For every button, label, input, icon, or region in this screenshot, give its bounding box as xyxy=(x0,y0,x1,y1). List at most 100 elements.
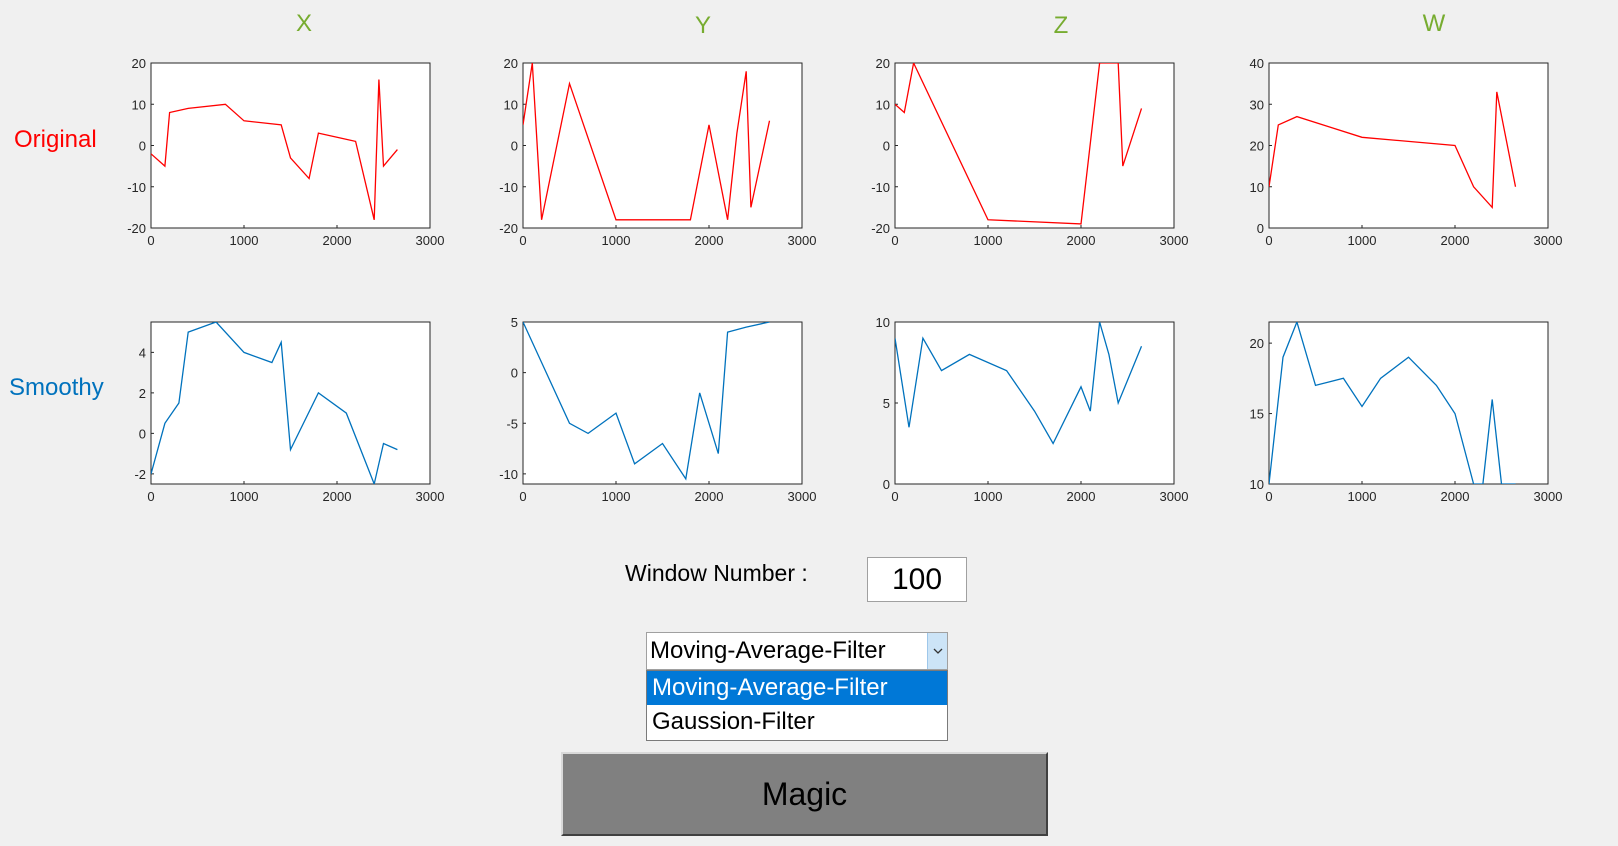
chart-smoothy-w: 0 1000 2000 3000 10 15 20 xyxy=(1250,321,1563,504)
y-tick-label: 0 xyxy=(511,366,518,381)
y-tick-label: -10 xyxy=(871,180,890,195)
x-tick-label: 0 xyxy=(147,233,154,248)
series-line xyxy=(523,322,770,481)
col-title-z: Z xyxy=(1053,12,1069,39)
x-tick-label: 3000 xyxy=(416,233,445,248)
series-line xyxy=(895,322,1143,445)
col-title-y: Y xyxy=(694,12,711,39)
y-tick-label: 20 xyxy=(504,56,518,71)
series-line xyxy=(151,79,398,220)
y-tick-label: 0 xyxy=(139,139,146,154)
y-tick-label: 20 xyxy=(132,56,146,71)
y-tick-label: 0 xyxy=(139,426,146,441)
x-tick-label: 0 xyxy=(891,489,898,504)
plot-area xyxy=(1268,62,1549,229)
x-tick-label: 1000 xyxy=(230,489,259,504)
x-tick-label: 2000 xyxy=(695,233,724,248)
chart-original-y: 0 1000 2000 3000 -20 -10 0 10 20 xyxy=(499,56,816,248)
chart-smoothy-y: 0 1000 2000 3000 -10 -5 0 5 xyxy=(499,315,816,504)
y-tick-label: 10 xyxy=(876,315,890,330)
y-tick-label: -20 xyxy=(127,221,146,236)
y-tick-label: 20 xyxy=(1250,139,1264,154)
x-tick-label: 3000 xyxy=(1160,233,1189,248)
y-tick-label: 10 xyxy=(1250,477,1264,492)
y-tick-label: 0 xyxy=(883,139,890,154)
series-line xyxy=(151,322,398,484)
x-tick-label: 1000 xyxy=(974,233,1003,248)
x-tick-label: 0 xyxy=(1265,489,1272,504)
x-tick-label: 1000 xyxy=(974,489,1003,504)
row-title-original: Original xyxy=(14,126,97,153)
y-tick-label: 5 xyxy=(883,396,890,411)
series-line xyxy=(1269,322,1516,484)
x-tick-label: 3000 xyxy=(1534,489,1563,504)
series-line xyxy=(523,63,771,221)
x-tick-label: 3000 xyxy=(1160,489,1189,504)
y-tick-label: 10 xyxy=(1250,180,1264,195)
x-tick-label: 1000 xyxy=(1348,489,1377,504)
x-tick-label: 0 xyxy=(519,489,526,504)
chevron-down-icon[interactable] xyxy=(927,633,947,669)
y-tick-label: -5 xyxy=(506,416,518,431)
x-tick-label: 1000 xyxy=(230,233,259,248)
col-title-x: X xyxy=(295,10,312,37)
x-tick-label: 2000 xyxy=(323,233,352,248)
y-tick-label: 5 xyxy=(511,315,518,330)
y-tick-label: -10 xyxy=(127,180,146,195)
y-tick-label: -2 xyxy=(134,467,146,482)
col-title-w: W xyxy=(1422,10,1446,37)
y-tick-label: -10 xyxy=(499,180,518,195)
y-tick-label: 0 xyxy=(1257,221,1264,236)
y-tick-label: 10 xyxy=(504,97,518,112)
y-tick-label: 0 xyxy=(883,477,890,492)
x-tick-label: 3000 xyxy=(788,233,817,248)
x-tick-label: 2000 xyxy=(1441,233,1470,248)
plot-area xyxy=(894,62,1175,229)
x-tick-label: 1000 xyxy=(602,489,631,504)
y-tick-label: 30 xyxy=(1250,97,1264,112)
y-tick-label: 2 xyxy=(139,386,146,401)
window-number-input[interactable]: 100 xyxy=(867,557,967,602)
chart-smoothy-z: 0 1000 2000 3000 0 5 10 xyxy=(876,315,1189,504)
series-line xyxy=(1269,91,1517,210)
window-number-label: Window Number : xyxy=(625,560,808,586)
magic-button[interactable]: Magic xyxy=(561,752,1048,836)
series-line xyxy=(895,63,1143,225)
row-title-smoothy: Smoothy xyxy=(9,374,104,401)
x-tick-label: 0 xyxy=(519,233,526,248)
x-tick-label: 0 xyxy=(1265,233,1272,248)
plot-area xyxy=(522,62,803,229)
y-tick-label: 10 xyxy=(132,97,146,112)
x-tick-label: 3000 xyxy=(788,489,817,504)
y-tick-label: 10 xyxy=(876,97,890,112)
plot-area xyxy=(894,321,1175,485)
x-tick-label: 0 xyxy=(147,489,154,504)
chart-original-w: 0 1000 2000 3000 0 10 20 30 40 xyxy=(1250,56,1563,248)
x-tick-label: 2000 xyxy=(323,489,352,504)
x-tick-label: 2000 xyxy=(1441,489,1470,504)
filter-option-moving-average[interactable]: Moving-Average-Filter xyxy=(647,671,947,705)
y-tick-label: 20 xyxy=(1250,336,1264,351)
filter-dropdown[interactable]: Moving-Average-Filter xyxy=(646,632,948,670)
y-tick-label: 4 xyxy=(139,345,146,360)
y-tick-label: 20 xyxy=(876,56,890,71)
filter-dropdown-value: Moving-Average-Filter xyxy=(650,637,886,664)
x-tick-label: 2000 xyxy=(695,489,724,504)
x-tick-label: 2000 xyxy=(1067,233,1096,248)
filter-dropdown-list: Moving-Average-Filter Gaussion-Filter xyxy=(646,670,948,741)
x-tick-label: 1000 xyxy=(602,233,631,248)
x-tick-label: 3000 xyxy=(1534,233,1563,248)
y-tick-label: 40 xyxy=(1250,56,1264,71)
plot-area xyxy=(1268,321,1549,485)
chart-original-z: 0 1000 2000 3000 -20 -10 0 10 20 xyxy=(871,56,1188,248)
y-tick-label: 0 xyxy=(511,139,518,154)
chart-original-x: 0 1000 2000 3000 -20 -10 0 10 20 xyxy=(127,56,444,248)
y-tick-label: -20 xyxy=(871,221,890,236)
x-tick-label: 3000 xyxy=(416,489,445,504)
plot-area xyxy=(522,321,803,485)
filter-option-gaussion[interactable]: Gaussion-Filter xyxy=(652,708,815,735)
plot-area xyxy=(150,321,431,485)
x-tick-label: 0 xyxy=(891,233,898,248)
y-tick-label: -20 xyxy=(499,221,518,236)
